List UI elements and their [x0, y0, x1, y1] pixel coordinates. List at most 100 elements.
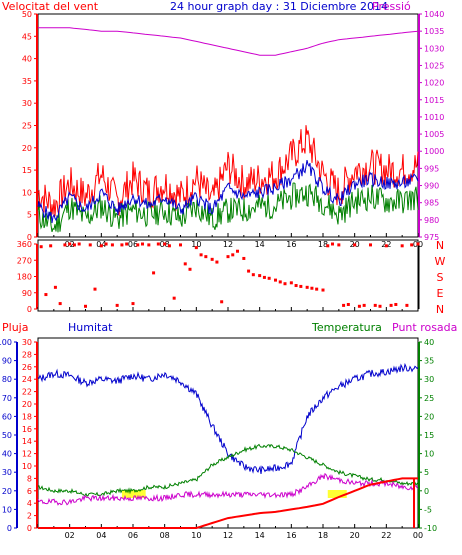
direction-point	[321, 288, 325, 292]
direction-point	[188, 267, 192, 271]
direction-point	[99, 244, 103, 248]
wind-axis-label: 50	[22, 10, 32, 19]
humidity-axis-label: 40	[2, 450, 12, 459]
direction-point	[152, 271, 156, 275]
rain-axis-label: 28	[22, 350, 32, 359]
temperature-line	[37, 443, 419, 497]
direction-point	[77, 242, 81, 246]
temperature-axis-label: 20	[424, 412, 434, 421]
chart-title: 24 hour graph day : 31 Diciembre 2014	[170, 0, 388, 13]
solar-mark	[327, 490, 347, 498]
humidity-label: Humitat	[68, 321, 113, 334]
direction-point	[242, 256, 246, 260]
direction-point	[331, 242, 334, 246]
wind-axis-label: 30	[22, 99, 32, 108]
pressure-axis-label: 1015	[424, 96, 444, 105]
temperature-axis-label: 35	[424, 357, 434, 366]
direction-point	[147, 243, 151, 247]
direction-point	[369, 243, 372, 247]
direction-point	[289, 281, 293, 285]
direction-point	[156, 242, 160, 246]
direction-point	[120, 243, 124, 247]
direction-axis-label: 90	[22, 289, 32, 298]
direction-point	[220, 300, 224, 304]
humidity-axis-label: 90	[2, 357, 12, 366]
rain-axis-label: 30	[22, 338, 32, 347]
pressure-axis-label: 1000	[424, 147, 444, 156]
direction-axis-label: 180	[17, 273, 32, 282]
temperature-axis-label: 30	[424, 375, 434, 384]
direction-point	[199, 253, 203, 257]
dewpoint-label: Punt rosada	[392, 321, 457, 334]
rain-axis-label: 0	[27, 524, 32, 533]
direction-point	[231, 253, 235, 257]
direction-point	[305, 285, 309, 289]
direction-point	[389, 303, 393, 307]
direction-point	[68, 242, 72, 246]
pressure-axis-label: 1010	[424, 113, 444, 122]
direction-point	[236, 249, 239, 253]
wind-axis-label: 25	[22, 122, 32, 131]
direction-point	[410, 243, 414, 247]
wind-x-axis-label: 18	[318, 240, 328, 249]
direction-point	[141, 242, 144, 246]
temperature-axis-label: 0	[424, 487, 429, 496]
rain-axis-label: 12	[22, 450, 32, 459]
direction-point	[337, 243, 341, 247]
direction-point	[110, 243, 114, 247]
direction-point	[353, 243, 357, 247]
rain-axis-label: 6	[27, 487, 32, 496]
climate-x-axis-label: 18	[318, 531, 328, 540]
compass-label: N	[436, 303, 444, 316]
direction-point	[167, 244, 171, 248]
climate-x-axis-label: 04	[96, 531, 106, 540]
direction-point	[400, 244, 404, 248]
direction-point	[247, 269, 251, 273]
humidity-axis-label: 10	[2, 505, 12, 514]
temperature-axis-label: 25	[424, 394, 434, 403]
wind-x-axis-label: 16	[286, 240, 296, 249]
wind-axis-label: 15	[22, 166, 32, 175]
temperature-axis-label: 10	[424, 450, 434, 459]
direction-point	[258, 274, 262, 278]
direction-point	[104, 242, 108, 246]
rain-axis-label: 14	[22, 437, 32, 446]
humidity-axis-label: 60	[2, 412, 12, 421]
direction-point	[262, 275, 266, 279]
rain-axis-label: 22	[22, 388, 32, 397]
wind-axis-label: 10	[22, 188, 32, 197]
direction-point	[84, 304, 87, 308]
temperature-axis-label: 5	[424, 468, 429, 477]
direction-point	[194, 246, 198, 250]
pressure-axis-label: 975	[424, 233, 439, 242]
compass-label: S	[437, 271, 444, 284]
humidity-axis-label: 100	[0, 338, 12, 347]
climate-x-axis-label: 16	[286, 531, 296, 540]
humidity-axis-label: 20	[2, 487, 12, 496]
direction-point	[172, 296, 176, 300]
temperature-axis-label: -10	[424, 524, 437, 533]
rain-axis-label: 4	[27, 499, 32, 508]
direction-point	[204, 255, 208, 259]
climate-x-axis-label: 10	[191, 531, 201, 540]
climate-x-axis-label: 00	[413, 531, 423, 540]
direction-point	[39, 245, 43, 249]
rain-line	[38, 477, 418, 529]
rain-axis-label: 10	[22, 462, 32, 471]
solar-mark	[121, 490, 146, 498]
rain-axis-label: 2	[27, 512, 32, 521]
direction-point	[136, 243, 140, 247]
compass-label: E	[437, 287, 444, 300]
direction-point	[267, 276, 271, 280]
rain-axis-label: 20	[22, 400, 32, 409]
pressure-axis-label: 1040	[424, 10, 444, 19]
direction-point	[210, 257, 214, 261]
temperature-axis-label: 40	[424, 338, 434, 347]
humidity-axis-label: 50	[2, 431, 12, 440]
wind-axis-label: 20	[22, 144, 32, 153]
direction-point	[357, 304, 361, 308]
pressure-label: Pressió	[372, 0, 411, 13]
climate-x-axis-label: 22	[381, 531, 391, 540]
